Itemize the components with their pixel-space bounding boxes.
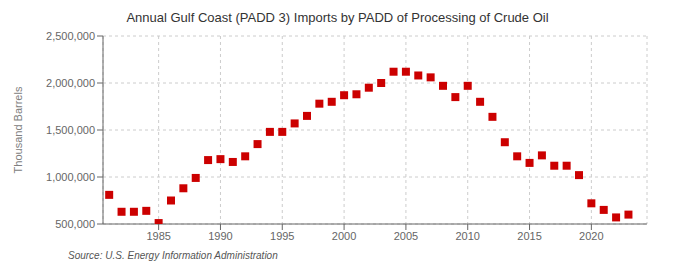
svg-text:2,500,000: 2,500,000 xyxy=(46,30,95,42)
svg-text:1995: 1995 xyxy=(270,230,294,242)
svg-text:1,500,000: 1,500,000 xyxy=(46,124,95,136)
svg-text:2020: 2020 xyxy=(579,230,603,242)
svg-text:2000: 2000 xyxy=(332,230,356,242)
svg-text:2,000,000: 2,000,000 xyxy=(46,77,95,89)
svg-text:Thousand Barrels: Thousand Barrels xyxy=(12,86,24,173)
svg-text:1990: 1990 xyxy=(208,230,232,242)
html-text:Annual Gulf Coast (PADD 3) Imp: Annual Gulf Coast (PADD 3) Imports by PA… xyxy=(126,10,549,25)
html-text:Source: U.S. Energy Informatio: Source: U.S. Energy Information Administ… xyxy=(68,250,278,261)
svg-text:1985: 1985 xyxy=(146,230,170,242)
svg-text:2015: 2015 xyxy=(517,230,541,242)
svg-text:500,000: 500,000 xyxy=(55,218,95,230)
svg-text:1,000,000: 1,000,000 xyxy=(46,171,95,183)
svg-text:2005: 2005 xyxy=(394,230,418,242)
svg-text:2010: 2010 xyxy=(455,230,479,242)
